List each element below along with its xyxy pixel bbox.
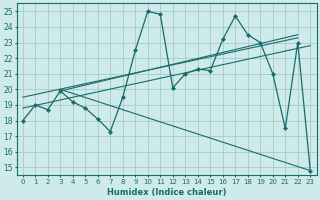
X-axis label: Humidex (Indice chaleur): Humidex (Indice chaleur) xyxy=(107,188,226,197)
